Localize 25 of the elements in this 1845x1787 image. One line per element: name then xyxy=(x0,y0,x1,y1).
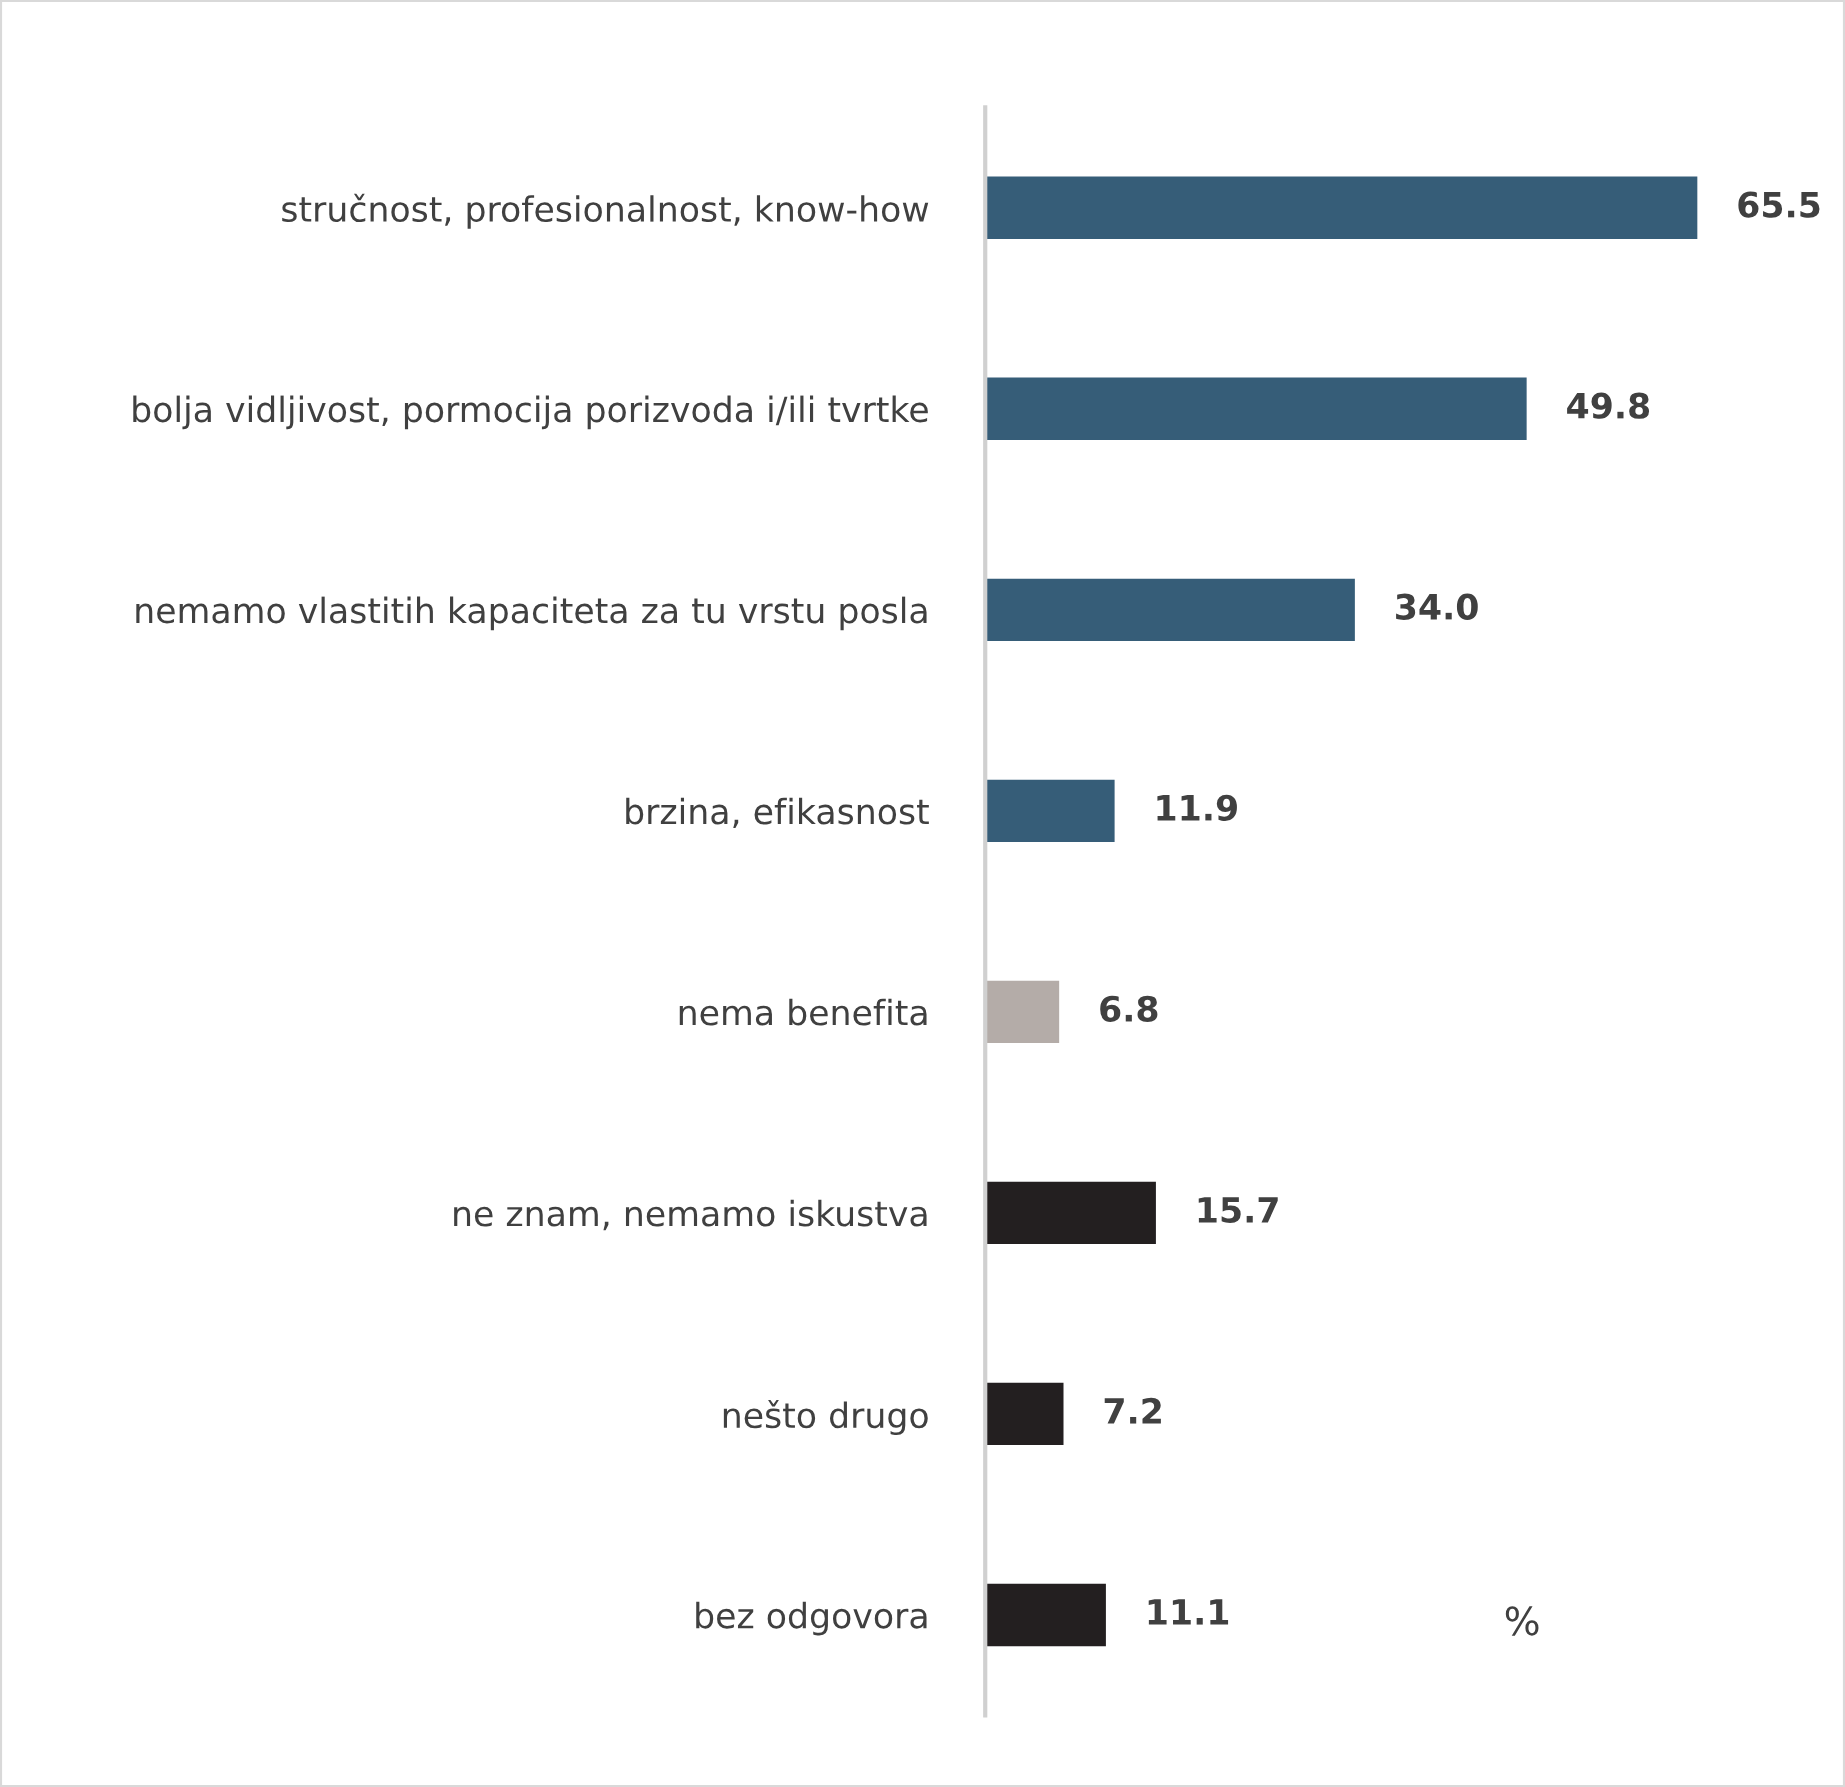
bar xyxy=(985,779,1115,843)
y-tick-label: brzina, efikasnost xyxy=(626,797,929,829)
bar xyxy=(985,1583,1106,1647)
bar xyxy=(985,176,1698,239)
data-label: 6.8 xyxy=(1100,995,1158,1022)
bar xyxy=(985,578,1355,641)
data-label: 49.8 xyxy=(1567,392,1650,419)
data-label: 15.7 xyxy=(1198,1197,1278,1223)
y-tick-label: nema benefita xyxy=(679,998,927,1026)
bar xyxy=(985,980,1060,1044)
y-tick-label: nemamo vlastitih kapaciteta za tu vrstu posla xyxy=(136,596,927,631)
annotation: % xyxy=(1505,1606,1539,1636)
bar xyxy=(985,1181,1156,1245)
data-label: 7.2 xyxy=(1104,1397,1161,1424)
y-tick-label: stručnost, profesionalnost, know-how xyxy=(282,193,929,229)
data-label: 11.1 xyxy=(1148,1599,1229,1625)
bar xyxy=(985,1382,1064,1446)
bar xyxy=(985,377,1527,440)
y-tick-label: bolja vidljivost, pormocija porizvoda i/ili tvrtke xyxy=(133,395,928,430)
data-label: 65.5 xyxy=(1738,191,1820,218)
y-tick-label: bez odgovora xyxy=(696,1601,927,1636)
y-tick-label: ne znam, nemamo iskustva xyxy=(454,1199,927,1231)
y-tick-label: nešto drugo xyxy=(723,1400,928,1436)
data-label: 34.0 xyxy=(1396,593,1478,620)
data-label: 11.9 xyxy=(1157,794,1237,821)
